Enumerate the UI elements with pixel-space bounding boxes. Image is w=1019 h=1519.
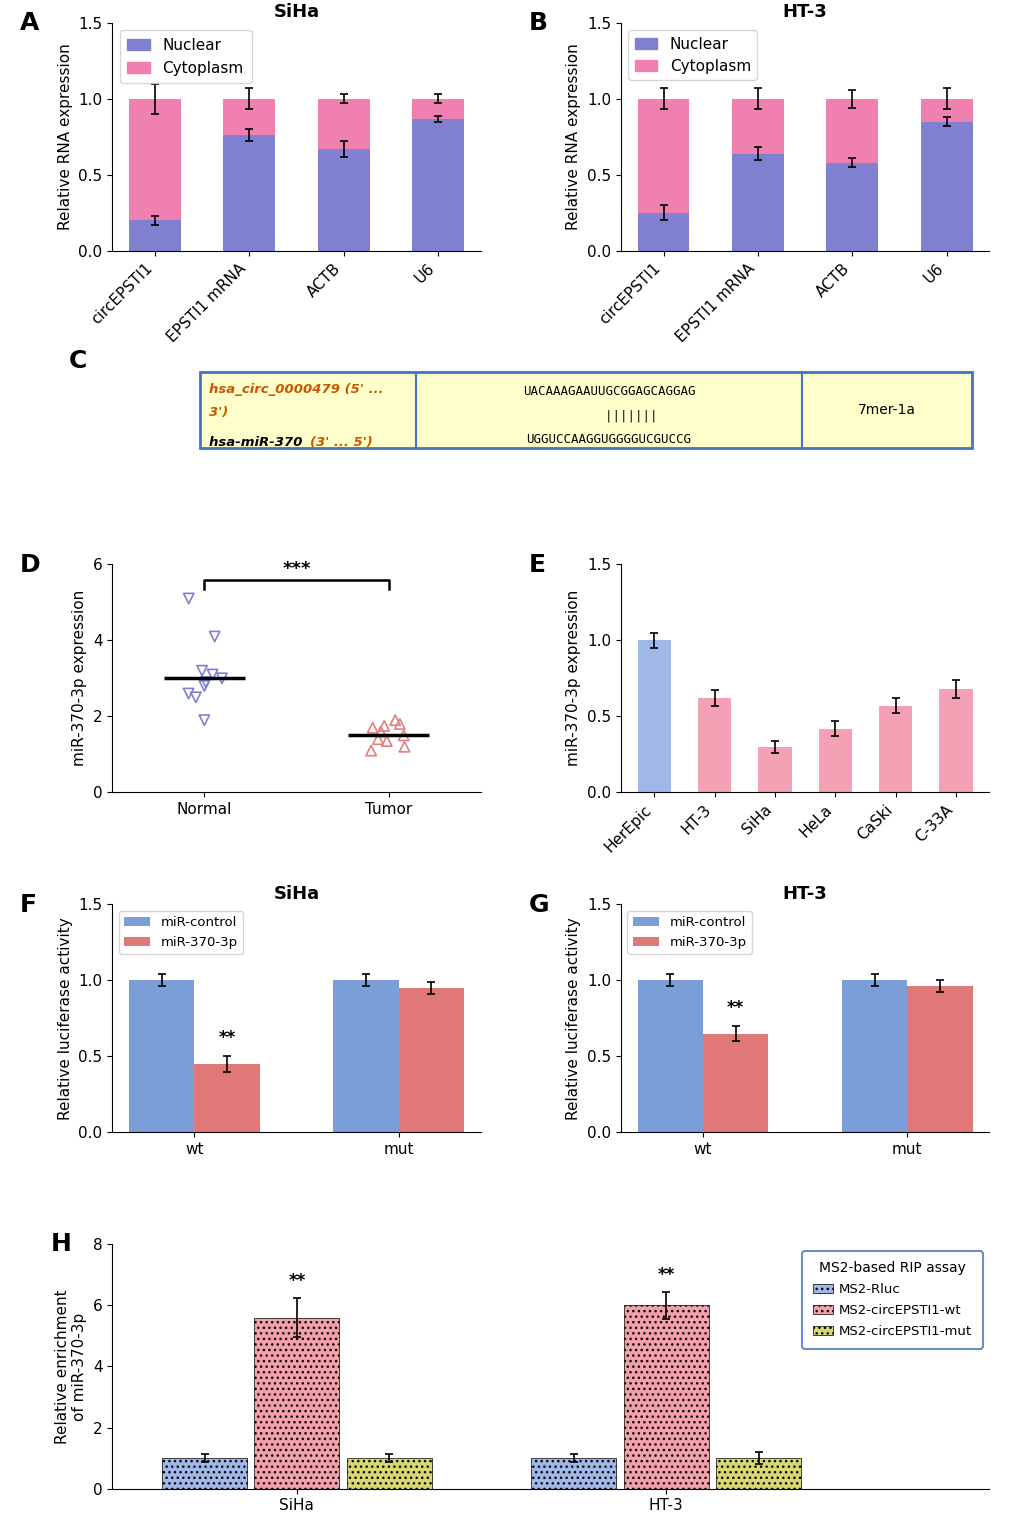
- Text: F: F: [20, 893, 37, 917]
- Point: [194, 659, 210, 684]
- Bar: [223, 99, 275, 135]
- Text: **: **: [727, 1000, 744, 1016]
- Point: [386, 708, 403, 732]
- Point: [395, 723, 412, 747]
- Title: HT-3: HT-3: [782, 884, 826, 902]
- Text: **: **: [657, 1265, 675, 1284]
- Y-axis label: Relative RNA expression: Relative RNA expression: [58, 44, 72, 231]
- Bar: [702, 1033, 767, 1132]
- Text: **: **: [218, 1030, 235, 1047]
- Text: **: **: [288, 1271, 306, 1290]
- Point: [198, 670, 214, 694]
- Point: [364, 715, 380, 740]
- Bar: [128, 99, 180, 220]
- Point: [391, 712, 408, 737]
- Bar: [333, 980, 398, 1132]
- Bar: [162, 1458, 247, 1489]
- Bar: [398, 987, 464, 1132]
- Point: [204, 662, 220, 687]
- Title: HT-3: HT-3: [782, 3, 826, 21]
- Legend: MS2-Rluc, MS2-circEPSTI1-wt, MS2-circEPSTI1-mut: MS2-Rluc, MS2-circEPSTI1-wt, MS2-circEPS…: [801, 1252, 982, 1349]
- Point: [378, 729, 394, 753]
- Text: 3'): 3'): [209, 406, 227, 419]
- Title: SiHa: SiHa: [273, 3, 319, 21]
- Bar: [531, 1458, 615, 1489]
- Bar: [624, 1305, 708, 1489]
- Y-axis label: Relative luciferase activity: Relative luciferase activity: [58, 917, 72, 1120]
- Legend: miR-control, miR-370-3p: miR-control, miR-370-3p: [118, 911, 244, 954]
- Bar: [906, 986, 972, 1132]
- Point: [370, 728, 386, 752]
- Bar: [128, 980, 195, 1132]
- Legend: Nuclear, Cytoplasm: Nuclear, Cytoplasm: [119, 30, 252, 84]
- Point: [196, 708, 212, 732]
- Y-axis label: Relative luciferase activity: Relative luciferase activity: [566, 917, 581, 1120]
- Text: UACAAAGAAUUGCGGAGCAGGAG: UACAAAGAAUUGCGGAGCAGGAG: [523, 386, 695, 398]
- Bar: [938, 690, 972, 793]
- Y-axis label: miR-370-3p expression: miR-370-3p expression: [566, 591, 581, 767]
- Text: UGGUCCAAGGUGGGGUCGUCCG: UGGUCCAAGGUGGGGUCGUCCG: [526, 433, 691, 445]
- Bar: [317, 149, 369, 251]
- Bar: [637, 99, 689, 213]
- Legend: miR-control, miR-370-3p: miR-control, miR-370-3p: [627, 911, 751, 954]
- Bar: [637, 641, 671, 793]
- Bar: [412, 118, 464, 251]
- Point: [206, 624, 222, 649]
- Y-axis label: Relative enrichment
of miR-370-3p: Relative enrichment of miR-370-3p: [55, 1290, 87, 1443]
- Point: [214, 667, 230, 691]
- Y-axis label: miR-370-3p expression: miR-370-3p expression: [72, 591, 87, 767]
- Point: [376, 714, 392, 738]
- Bar: [346, 1458, 431, 1489]
- Text: hsa_circ_0000479 (5' ...: hsa_circ_0000479 (5' ...: [209, 383, 383, 396]
- Bar: [825, 163, 877, 251]
- Text: B: B: [528, 11, 547, 35]
- Bar: [841, 980, 906, 1132]
- Legend: Nuclear, Cytoplasm: Nuclear, Cytoplasm: [628, 30, 756, 81]
- Bar: [920, 122, 972, 251]
- Bar: [195, 1063, 260, 1132]
- Text: C: C: [68, 349, 87, 374]
- Point: [363, 738, 379, 763]
- Bar: [254, 1317, 339, 1489]
- Bar: [128, 220, 180, 251]
- Bar: [223, 135, 275, 251]
- Bar: [637, 213, 689, 251]
- Title: SiHa: SiHa: [273, 884, 319, 902]
- Text: (3' ... 5'): (3' ... 5'): [310, 436, 372, 450]
- Bar: [757, 747, 791, 793]
- Bar: [732, 153, 784, 251]
- Text: A: A: [20, 11, 40, 35]
- Bar: [920, 99, 972, 122]
- Bar: [697, 699, 731, 793]
- Text: E: E: [528, 553, 545, 577]
- Text: hsa-miR-370: hsa-miR-370: [209, 436, 307, 450]
- Bar: [818, 729, 851, 793]
- Bar: [732, 99, 784, 153]
- Y-axis label: Relative RNA expression: Relative RNA expression: [566, 44, 581, 231]
- Bar: [878, 706, 911, 793]
- Bar: [825, 99, 877, 163]
- Text: ***: ***: [282, 559, 311, 577]
- Point: [180, 682, 197, 706]
- Point: [180, 586, 197, 611]
- Point: [396, 735, 413, 760]
- Bar: [412, 99, 464, 118]
- Point: [196, 674, 212, 699]
- Text: H: H: [51, 1232, 71, 1256]
- Bar: [715, 1458, 800, 1489]
- Bar: [637, 980, 702, 1132]
- Text: G: G: [528, 893, 549, 917]
- Text: |||||||: |||||||: [559, 410, 657, 422]
- Text: D: D: [20, 553, 41, 577]
- Text: 7mer-1a: 7mer-1a: [857, 403, 915, 416]
- Bar: [317, 99, 369, 149]
- Point: [187, 685, 204, 709]
- Point: [372, 720, 388, 744]
